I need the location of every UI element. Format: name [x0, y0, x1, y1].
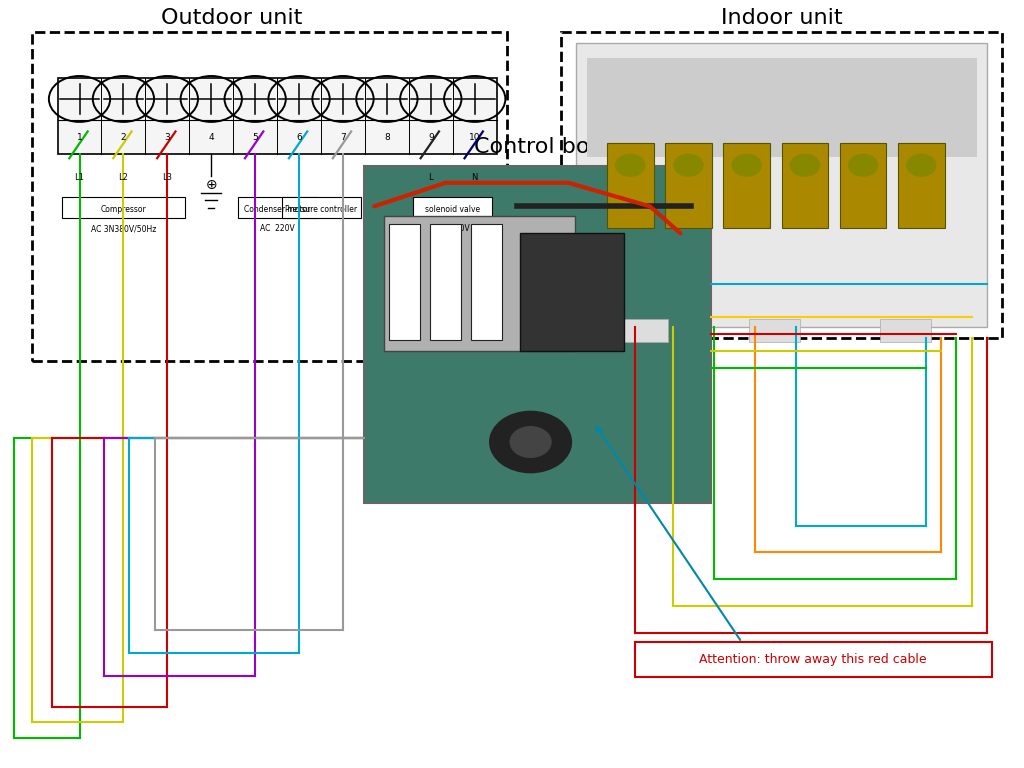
- Circle shape: [907, 154, 936, 176]
- Text: 2: 2: [121, 133, 126, 142]
- Text: 10: 10: [469, 133, 480, 142]
- Bar: [617, 319, 669, 342]
- Circle shape: [674, 154, 703, 176]
- Text: Compressor: Compressor: [100, 205, 146, 214]
- Bar: [364, 166, 711, 502]
- Text: N: N: [471, 173, 478, 182]
- Bar: [238, 197, 316, 218]
- Bar: [282, 197, 360, 218]
- Bar: [607, 143, 653, 227]
- Text: Indoor unit: Indoor unit: [721, 8, 843, 28]
- Text: 9: 9: [428, 133, 434, 142]
- Bar: [561, 32, 1002, 338]
- Circle shape: [791, 154, 819, 176]
- Text: 3: 3: [165, 133, 170, 142]
- Text: 4: 4: [209, 133, 214, 142]
- Circle shape: [615, 154, 645, 176]
- Text: solenoid valve: solenoid valve: [425, 205, 480, 214]
- Bar: [635, 642, 992, 677]
- Bar: [723, 143, 770, 227]
- Text: 6: 6: [296, 133, 302, 142]
- Text: L: L: [428, 173, 433, 182]
- Circle shape: [732, 154, 761, 176]
- Bar: [577, 44, 987, 326]
- Bar: [666, 143, 712, 227]
- Text: Outdoor unit: Outdoor unit: [161, 8, 302, 28]
- Bar: [430, 224, 461, 339]
- Text: Pressure controller: Pressure controller: [285, 205, 357, 214]
- Text: 7: 7: [340, 133, 346, 142]
- Text: L3: L3: [163, 173, 172, 182]
- Bar: [749, 319, 800, 342]
- Circle shape: [849, 154, 878, 176]
- Text: ⊕: ⊕: [206, 178, 217, 192]
- Bar: [57, 78, 497, 154]
- Bar: [898, 143, 944, 227]
- Bar: [781, 143, 828, 227]
- Text: AC  220V: AC 220V: [435, 224, 470, 233]
- Text: 5: 5: [252, 133, 258, 142]
- Text: L1: L1: [75, 173, 84, 182]
- Text: Condenser motor: Condenser motor: [244, 205, 310, 214]
- Text: AC 3N380V/50Hz: AC 3N380V/50Hz: [91, 224, 156, 233]
- Bar: [32, 32, 507, 361]
- Text: 1: 1: [77, 133, 82, 142]
- Bar: [389, 224, 420, 339]
- Bar: [840, 143, 887, 227]
- Text: L2: L2: [119, 173, 128, 182]
- Bar: [414, 197, 493, 218]
- Circle shape: [489, 412, 571, 472]
- Bar: [384, 217, 575, 351]
- Bar: [61, 197, 185, 218]
- Bar: [471, 224, 502, 339]
- Text: AC  220V: AC 220V: [260, 224, 295, 233]
- Circle shape: [510, 427, 551, 457]
- Bar: [881, 319, 931, 342]
- Text: Attention: throw away this red cable: Attention: throw away this red cable: [699, 653, 927, 666]
- Bar: [587, 58, 977, 157]
- Text: Control box: Control box: [473, 137, 601, 157]
- Text: 8: 8: [384, 133, 390, 142]
- Bar: [520, 233, 625, 351]
